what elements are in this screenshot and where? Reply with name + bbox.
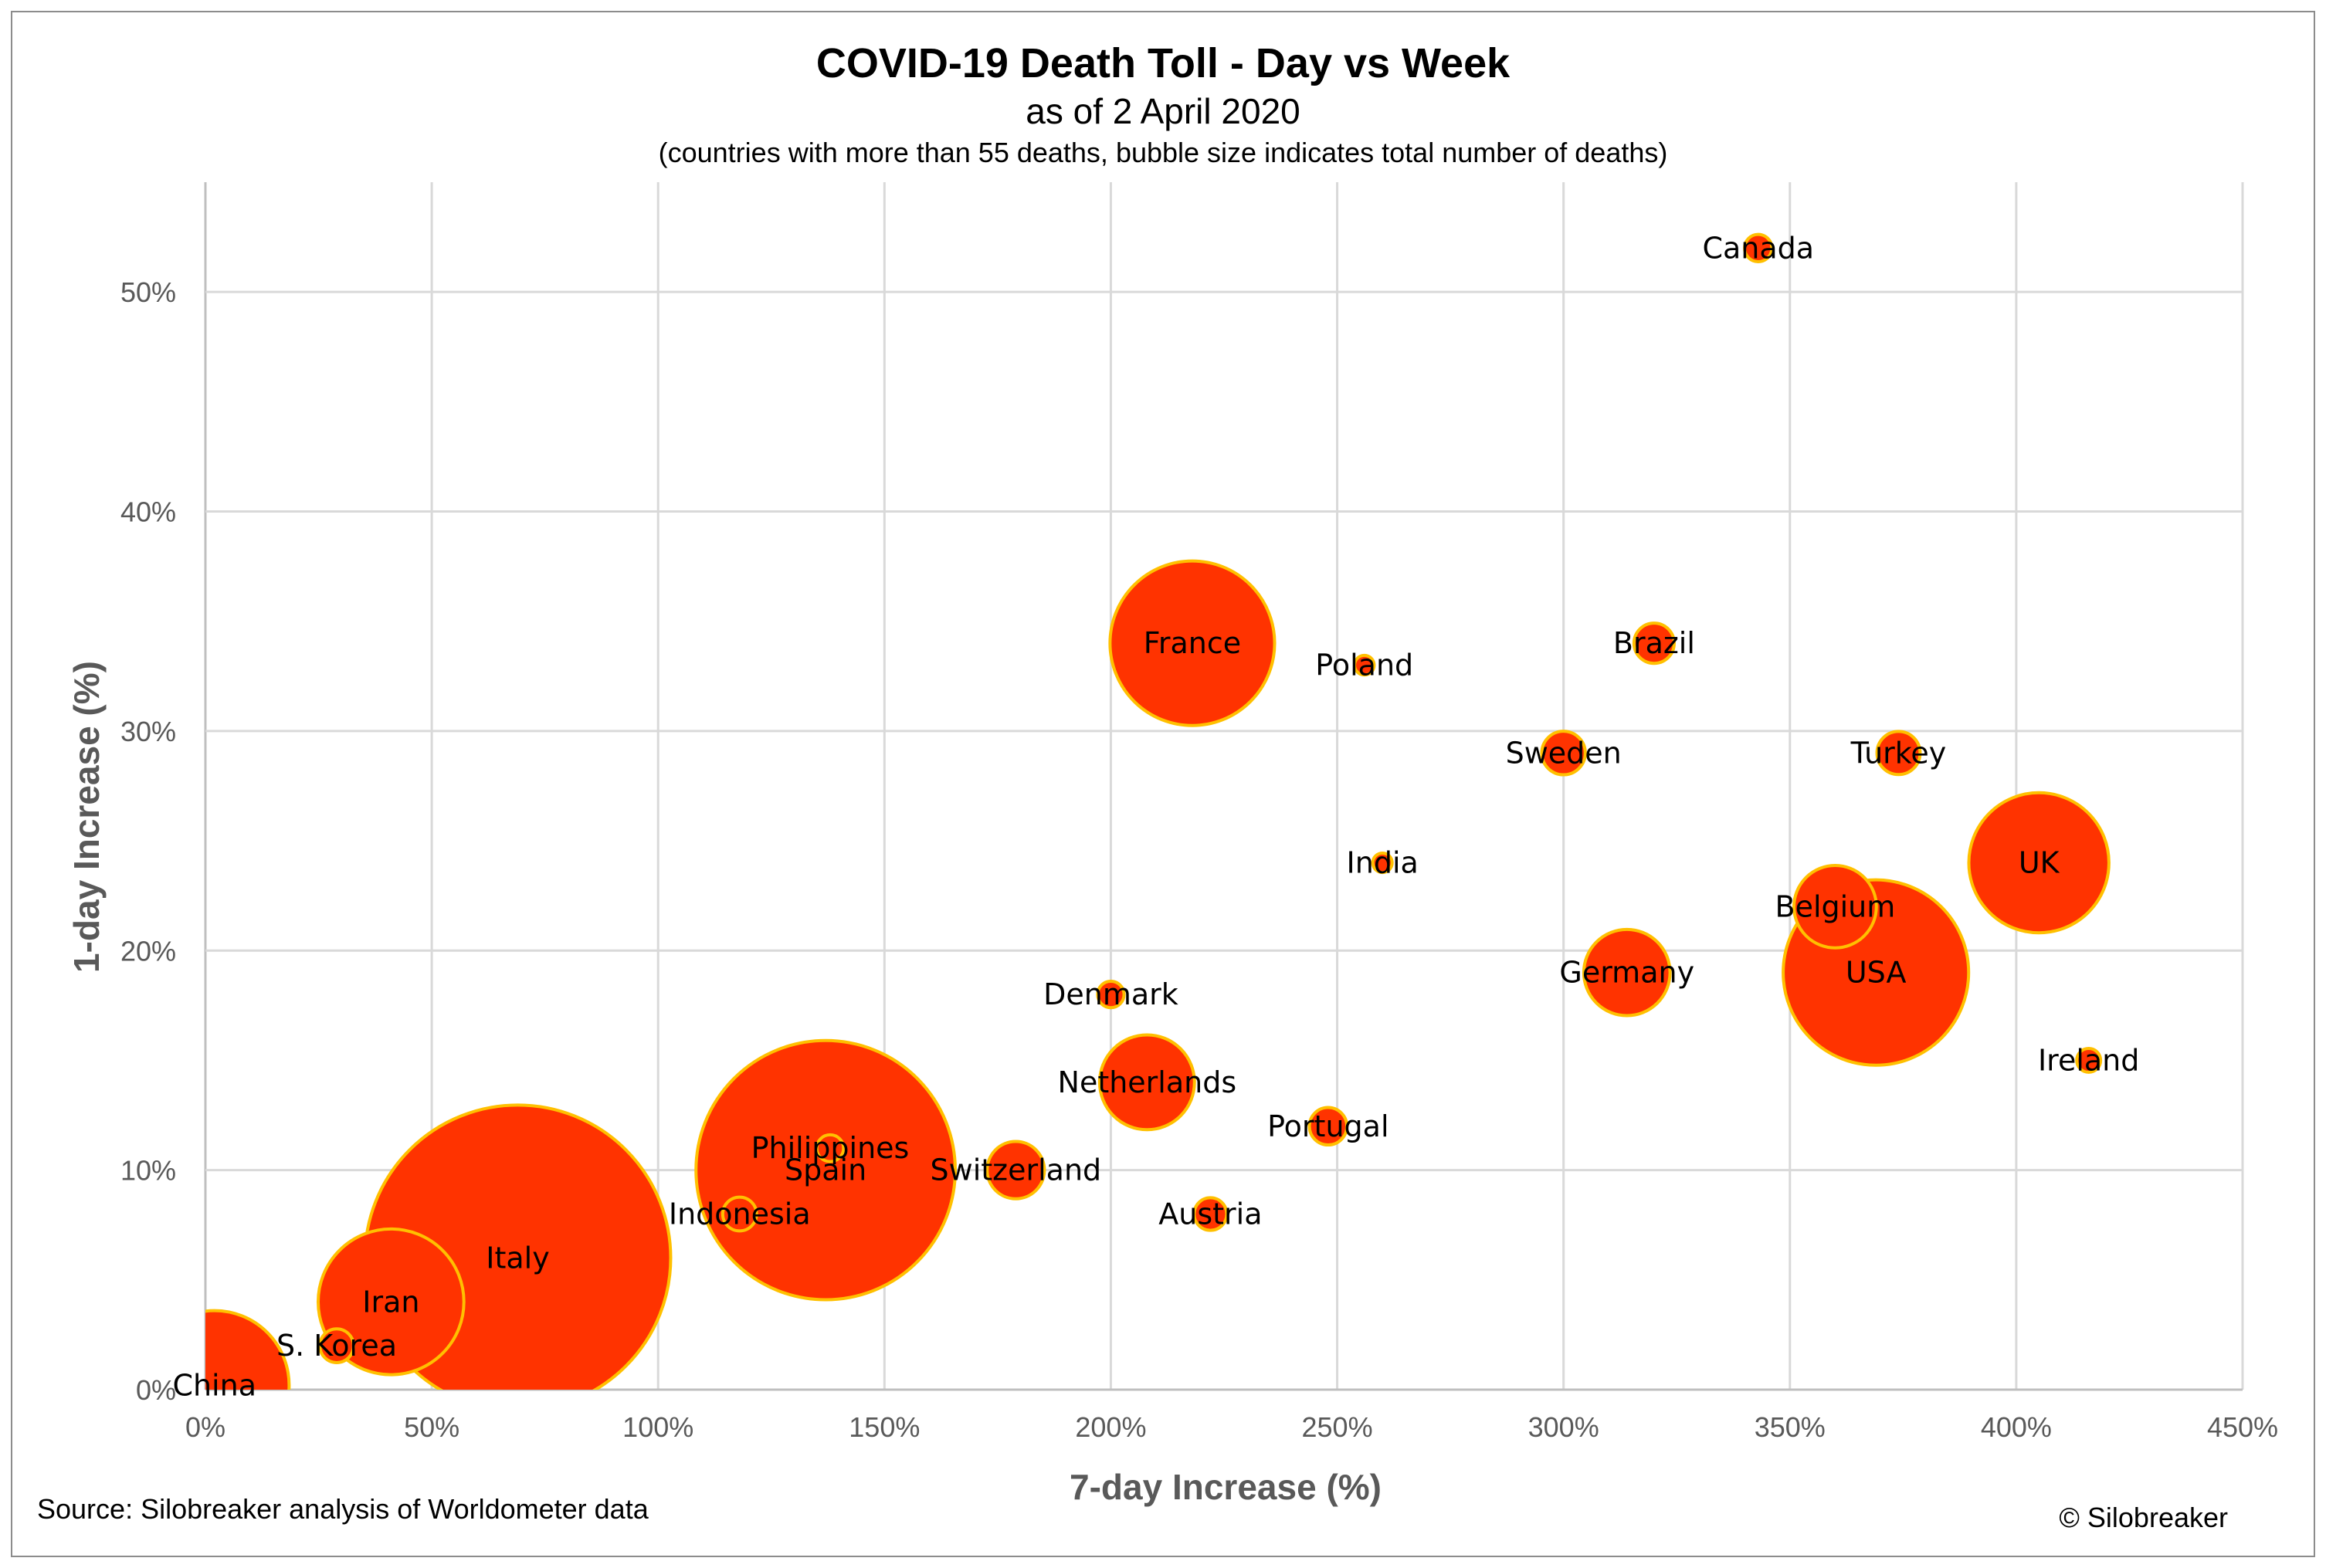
bubble-label: USA — [1846, 956, 1907, 990]
bubble-label: Germany — [1559, 956, 1694, 990]
bubble-label: China — [172, 1368, 256, 1402]
bubble — [1108, 559, 1277, 727]
x-tick-label: 450% — [2207, 1411, 2278, 1443]
bubble-label: UK — [2019, 846, 2060, 880]
bubble — [1632, 621, 1676, 665]
bubble-label: Belgium — [1775, 889, 1896, 923]
x-tick-label: 350% — [1755, 1411, 1826, 1443]
bubble-label: Philippines — [751, 1131, 910, 1165]
bubble — [1192, 1196, 1229, 1232]
bubble-label: Ireland — [2038, 1043, 2139, 1077]
bubble — [1097, 1033, 1196, 1132]
bubble — [694, 1038, 958, 1302]
y-tick-label: 20% — [120, 935, 176, 967]
y-tick-label: 30% — [120, 716, 176, 747]
bubble-label: Indonesia — [669, 1197, 811, 1231]
bubble-labels: Italy Spain USA France China Iran UK Netherland… — [172, 231, 2139, 1402]
bubble-label: Iran — [362, 1285, 419, 1319]
bubble — [1875, 730, 1922, 777]
copyright-note: © Silobreaker — [2059, 1502, 2228, 1533]
chart-title: COVID-19 Death Toll - Day vs Week — [816, 40, 1511, 86]
bubble-label: Sweden — [1506, 736, 1622, 770]
bubbles — [205, 232, 2111, 1390]
bubble-label: India — [1347, 846, 1419, 880]
bubble — [985, 1140, 1046, 1201]
bubble — [1353, 653, 1376, 677]
bubble-label: Austria — [1158, 1197, 1262, 1231]
bubble — [1096, 980, 1126, 1010]
bubble-label: France — [1144, 626, 1241, 660]
bubble-label: Canada — [1702, 231, 1814, 265]
bubble — [815, 1133, 846, 1163]
tick-labels: 0% 50% 100% 150% 200% 250% 300% 350% 400% 450% 0% 1… — [120, 276, 2278, 1443]
bubble-label: Netherlands — [1058, 1065, 1237, 1099]
bubble — [2075, 1046, 2103, 1074]
chart-subtitle: as of 2 April 2020 — [1026, 91, 1300, 131]
x-tick-label: 400% — [1981, 1411, 2052, 1443]
bubble — [1792, 864, 1878, 950]
bubble-label: S. Korea — [276, 1329, 397, 1363]
x-tick-label: 150% — [849, 1411, 920, 1443]
bubble-label: Brazil — [1613, 626, 1695, 660]
x-tick-label: 50% — [404, 1411, 459, 1443]
y-axis-label: 1-day Increase (%) — [66, 661, 107, 973]
bubble — [1743, 232, 1774, 263]
bubble-label: Portugal — [1267, 1109, 1388, 1143]
x-tick-label: 100% — [622, 1411, 693, 1443]
y-tick-label: 10% — [120, 1155, 176, 1187]
bubble — [316, 1227, 466, 1377]
bubble — [1540, 730, 1587, 777]
x-axis-label: 7-day Increase (%) — [1070, 1467, 1382, 1507]
bubble — [1967, 791, 2111, 935]
bubble-label: Italy — [486, 1241, 549, 1275]
bubble — [318, 1327, 355, 1364]
bubble — [1307, 1106, 1349, 1147]
x-tick-label: 200% — [1075, 1411, 1146, 1443]
x-tick-label: 250% — [1302, 1411, 1373, 1443]
x-tick-label: 0% — [185, 1411, 225, 1443]
y-tick-label: 50% — [120, 276, 176, 308]
bubble-label: Denmark — [1043, 977, 1178, 1011]
bubble-label: Spain — [785, 1153, 866, 1187]
bubble-label: Turkey — [1850, 736, 1947, 770]
x-tick-label: 300% — [1528, 1411, 1599, 1443]
bubble — [1582, 927, 1672, 1018]
bubble-label: Poland — [1315, 649, 1413, 682]
bubble — [1371, 851, 1394, 875]
bubble — [721, 1195, 758, 1233]
bubble — [205, 1309, 291, 1390]
y-tick-label: 40% — [120, 496, 176, 528]
chart-note: (countries with more than 55 deaths, bub… — [659, 137, 1668, 168]
source-note: Source: Silobreaker analysis of Worldome… — [37, 1493, 649, 1525]
bubble-label: Switzerland — [931, 1153, 1102, 1187]
y-tick-label: 0% — [136, 1374, 176, 1406]
